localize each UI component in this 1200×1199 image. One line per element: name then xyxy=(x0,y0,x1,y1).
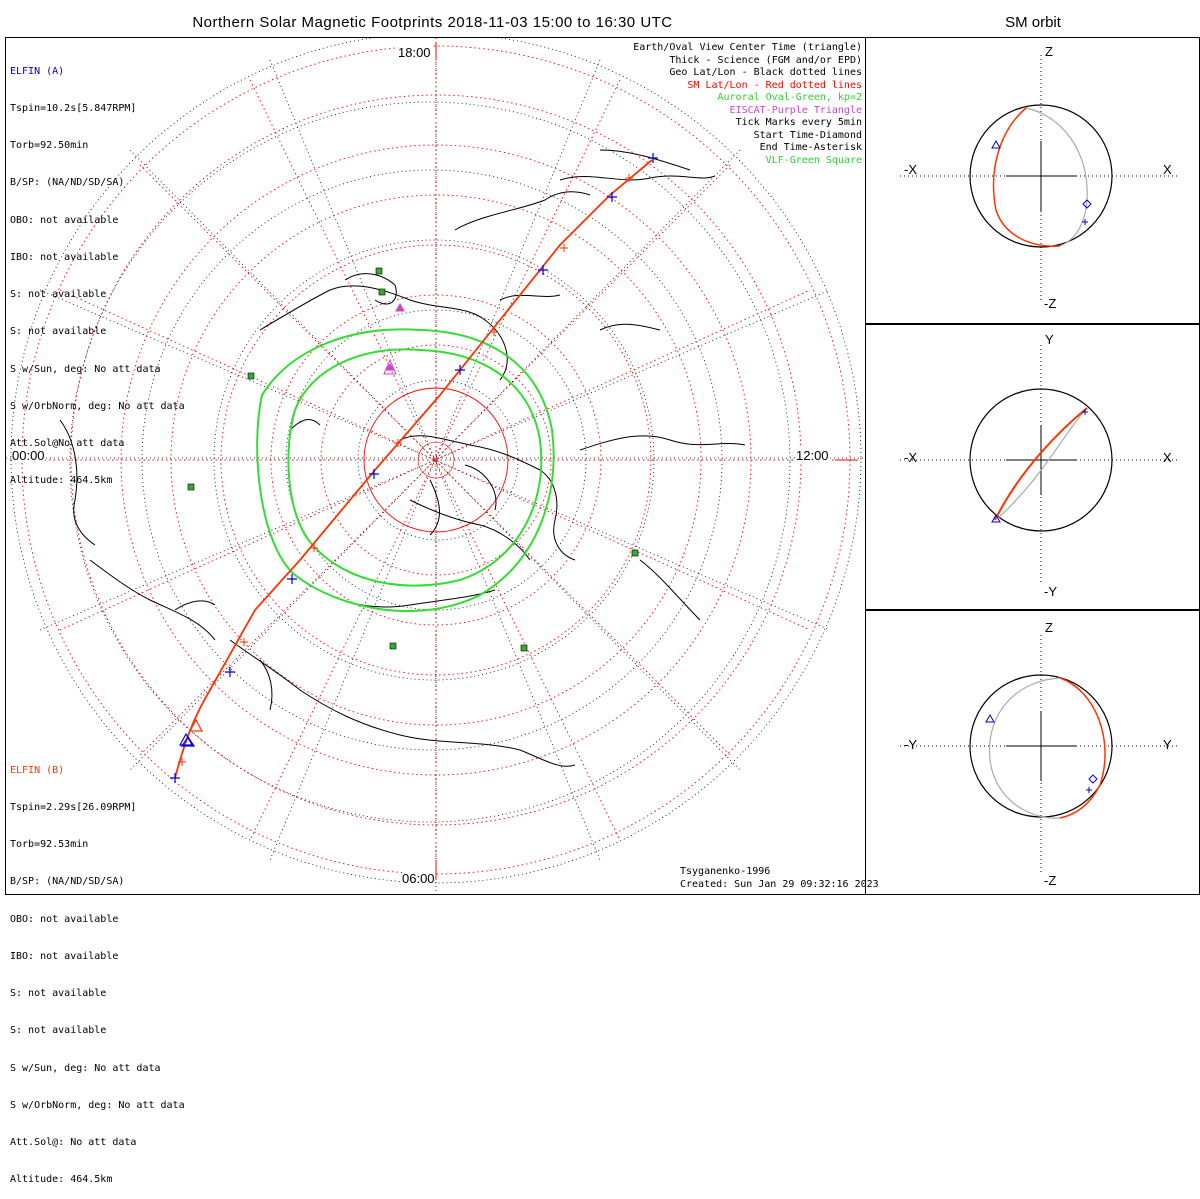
elfin-a-line: S w/OrbNorm, deg: No att data xyxy=(10,400,185,412)
sm-xy-label-top: Y xyxy=(1045,332,1054,347)
legend-entry: Thick - Science (FGM and/or EPD) xyxy=(669,54,862,66)
elfin-a-line: B/SP: (NA/ND/SD/SA) xyxy=(10,177,125,189)
coastlines xyxy=(59,149,746,767)
sm-yz-panel xyxy=(900,635,1180,875)
hour-label-top: 18:00 xyxy=(398,45,431,60)
elfin-b-line: S: not available xyxy=(10,1025,107,1037)
elfin-a-line: Torb=92.50min xyxy=(10,140,89,152)
elfin-b-line: S w/Sun, deg: No att data xyxy=(10,1062,161,1074)
elfin-b-line: Tspin=2.29s[26.09RPM] xyxy=(10,802,137,814)
elfin-a-line: Altitude: 464.5km xyxy=(10,475,113,487)
sm-yz-label-left: -Y xyxy=(904,737,917,752)
geo-latitude-grid xyxy=(6,38,865,894)
sm-inner-circle xyxy=(363,387,509,533)
sm-xz-panel xyxy=(900,55,1180,300)
sm-pole-circle xyxy=(417,441,455,479)
elfin-b-line: Att.Sol@: No att data xyxy=(10,1137,137,1148)
elfin-a-line: S: not available xyxy=(10,289,107,301)
legend-entry: EISCAT-Purple Triangle xyxy=(729,104,862,116)
elfin-b-line: Altitude: 464.5km xyxy=(10,1174,113,1186)
elfin-b-line: S: not available xyxy=(10,988,107,1000)
elfin-b-line: IBO: not available xyxy=(10,950,119,962)
track-tick-marks-red xyxy=(178,174,633,766)
sm-xz-label-top: Z xyxy=(1045,44,1053,59)
sm-xz-label-bottom: -Z xyxy=(1044,296,1057,311)
sm-yz-label-bottom: -Z xyxy=(1044,873,1057,888)
elfin-b-line: S w/OrbNorm, deg: No att data xyxy=(10,1099,185,1111)
view-center-triangles xyxy=(178,718,204,747)
sm-xy-label-left: -X xyxy=(904,450,917,465)
polar-footprint-map xyxy=(6,38,865,894)
elfin-a-line: S: not available xyxy=(10,326,107,338)
auroral-oval xyxy=(256,328,555,612)
sm-xy-label-right: X xyxy=(1163,450,1172,465)
elfin-a-name: ELFIN (A) xyxy=(10,65,65,77)
legend-entry: Start Time-Diamond xyxy=(753,129,862,141)
sm-yz-label-right: Y xyxy=(1163,737,1172,752)
elfin-b-line: Torb=92.53min xyxy=(10,839,89,851)
hour-label-left: 00:00 xyxy=(12,448,45,463)
vlf-stations xyxy=(187,267,639,652)
sm-xz-label-left: -X xyxy=(904,162,917,177)
sm-xy-panel xyxy=(900,345,1180,585)
satellite-footprint-track xyxy=(174,159,653,779)
hour-label-bottom: 06:00 xyxy=(402,871,435,886)
legend-entry: Geo Lat/Lon - Black dotted lines xyxy=(669,67,862,78)
elfin-a-line: S w/Sun, deg: No att data xyxy=(10,363,161,375)
sm-yz-label-top: Z xyxy=(1045,620,1053,635)
legend-entry: Earth/Oval View Center Time (triangle) xyxy=(633,42,862,53)
sm-xy-label-bottom: -Y xyxy=(1044,584,1057,599)
sm-orbit-panels xyxy=(900,55,1180,875)
elfin-a-line: Att.Sol@No att data xyxy=(10,438,125,449)
track-tick-marks-blue xyxy=(170,153,658,783)
elfin-a-line: OBO: not available xyxy=(10,214,119,226)
elfin-b-line: OBO: not available xyxy=(10,913,119,925)
map-legend: Earth/Oval View Center Time (triangle) T… xyxy=(633,42,862,167)
elfin-b-line: B/SP: (NA/ND/SD/SA) xyxy=(10,876,125,888)
elfin-a-info: ELFIN (A) Tspin=10.2s[5.847RPM] Torb=92.… xyxy=(10,41,185,500)
plot-title: Northern Solar Magnetic Footprints 2018-… xyxy=(192,14,673,31)
eiscat-markers xyxy=(383,302,405,375)
elfin-b-name: ELFIN (B) xyxy=(10,764,65,776)
elfin-a-line: IBO: not available xyxy=(10,251,119,263)
sm-xz-label-right: X xyxy=(1163,162,1172,177)
legend-entry: SM Lat/Lon - Red dotted lines xyxy=(687,79,862,91)
sm-orbit-title: SM orbit xyxy=(1005,14,1061,31)
legend-entry: Tick Marks every 5min xyxy=(735,117,862,128)
elfin-a-line: Tspin=10.2s[5.847RPM] xyxy=(10,103,137,115)
legend-entry: Auroral Oval-Green, kp=2 xyxy=(717,92,863,103)
legend-entry: End Time-Asterisk xyxy=(759,142,862,153)
legend-entry: VLF-Green Square xyxy=(765,154,862,166)
model-credit: Tsyganenko-1996 Created: Sun Jan 29 09:32… xyxy=(680,866,879,891)
created-timestamp: Created: Sun Jan 29 09:32:16 2023 xyxy=(680,878,879,890)
hour-label-right: 12:00 xyxy=(796,448,829,463)
model-name: Tsyganenko-1996 xyxy=(680,866,771,877)
